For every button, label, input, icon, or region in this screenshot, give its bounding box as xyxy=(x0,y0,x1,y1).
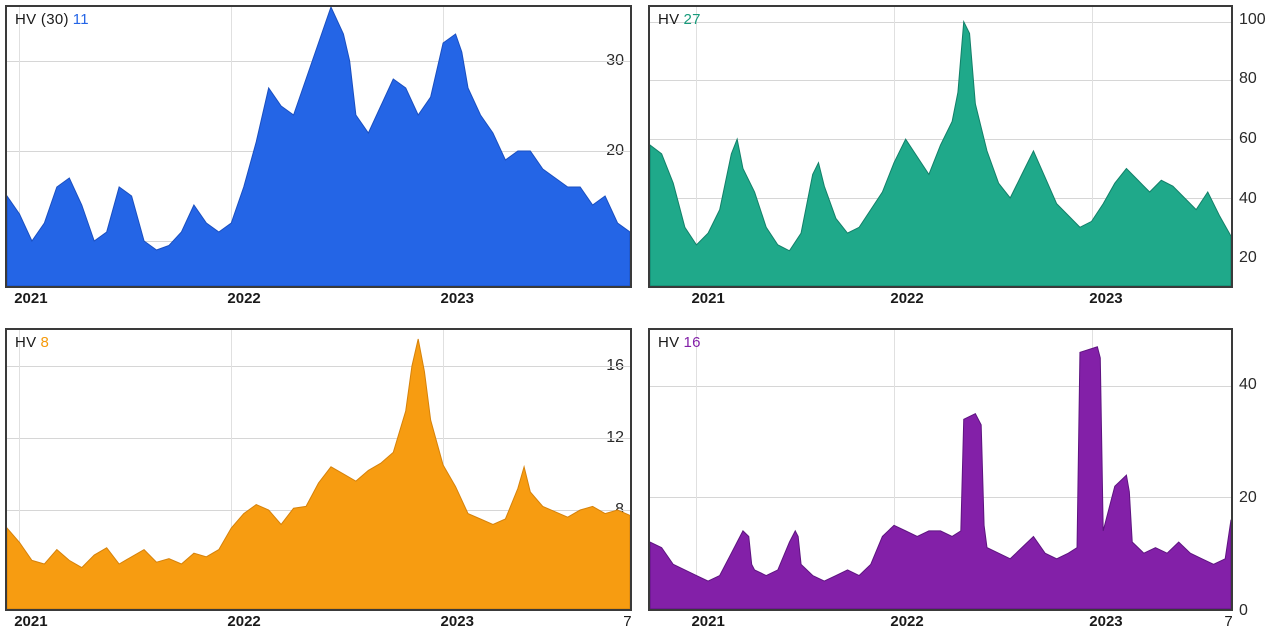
xtick-label: 2023 xyxy=(1089,613,1122,630)
series-label: HV27 xyxy=(658,11,701,28)
xtick-label: 2022 xyxy=(227,290,260,307)
label-prefix: HV xyxy=(15,334,36,351)
xtick-label: 2023 xyxy=(1089,290,1122,307)
xtick-label: 2022 xyxy=(227,613,260,630)
series-label: HV8 xyxy=(15,334,49,351)
series-label: HV16 xyxy=(658,334,701,351)
label-prefix: HV xyxy=(658,11,679,28)
plot-area[interactable]: 102030HV (30)11 xyxy=(5,5,632,288)
xtick-label: 2022 xyxy=(890,613,923,630)
xtick-label: 7 xyxy=(1224,613,1232,630)
current-value: 8 xyxy=(40,334,49,351)
ytick-label: 60 xyxy=(1239,130,1257,148)
plot-area[interactable]: HV27 xyxy=(648,5,1233,288)
plot-area[interactable]: 481216HV8 xyxy=(5,328,632,611)
xtick-label: 7 xyxy=(623,613,631,630)
current-value: 11 xyxy=(73,11,89,28)
xtick-label: 2021 xyxy=(691,290,724,307)
xtick-label: 2022 xyxy=(890,290,923,307)
yaxis: 20 40 60 80 100 xyxy=(1233,5,1275,288)
plot-area[interactable]: HV16 xyxy=(648,328,1233,611)
current-value: 27 xyxy=(683,11,700,28)
current-value: 16 xyxy=(683,334,700,351)
chart-panel-hv27: HV27 20 40 60 80 100 2021 2022 2023 xyxy=(647,4,1276,313)
series-label: HV (30)11 xyxy=(15,11,89,28)
ytick-label: 20 xyxy=(1239,249,1257,267)
xtick-label: 2023 xyxy=(441,613,474,630)
yaxis: 02040 xyxy=(1233,328,1275,611)
xaxis: 2021 2022 2023 xyxy=(648,288,1275,312)
ytick-label: 40 xyxy=(1239,376,1257,394)
xaxis: 2021 2022 2023 7 xyxy=(5,611,632,635)
gridline-h xyxy=(650,609,1231,610)
chart-panel-hv16: HV16020402021202220237 xyxy=(647,327,1276,636)
xtick-label: 2023 xyxy=(441,290,474,307)
xtick-label: 2021 xyxy=(14,613,47,630)
chart-panel-hv8: 481216HV8 2021 2022 2023 7 xyxy=(4,327,633,636)
xaxis: 2021 2022 2023 xyxy=(5,288,632,312)
chart-panel-hv30: 102030HV (30)11 2021 2022 2023 xyxy=(4,4,633,313)
ytick-label: 100 xyxy=(1239,11,1266,29)
ytick-label: 40 xyxy=(1239,190,1257,208)
ytick-label: 20 xyxy=(1239,489,1257,507)
area-series xyxy=(7,7,630,286)
label-prefix: HV xyxy=(658,334,679,351)
ytick-label: 80 xyxy=(1239,70,1257,88)
xtick-label: 2021 xyxy=(691,613,724,630)
label-prefix: HV (30) xyxy=(15,11,69,28)
area-series xyxy=(7,330,630,609)
area-series xyxy=(650,330,1231,609)
area-series xyxy=(650,7,1231,286)
xaxis: 2021 2022 2023 7 xyxy=(648,611,1275,635)
xtick-label: 2021 xyxy=(14,290,47,307)
